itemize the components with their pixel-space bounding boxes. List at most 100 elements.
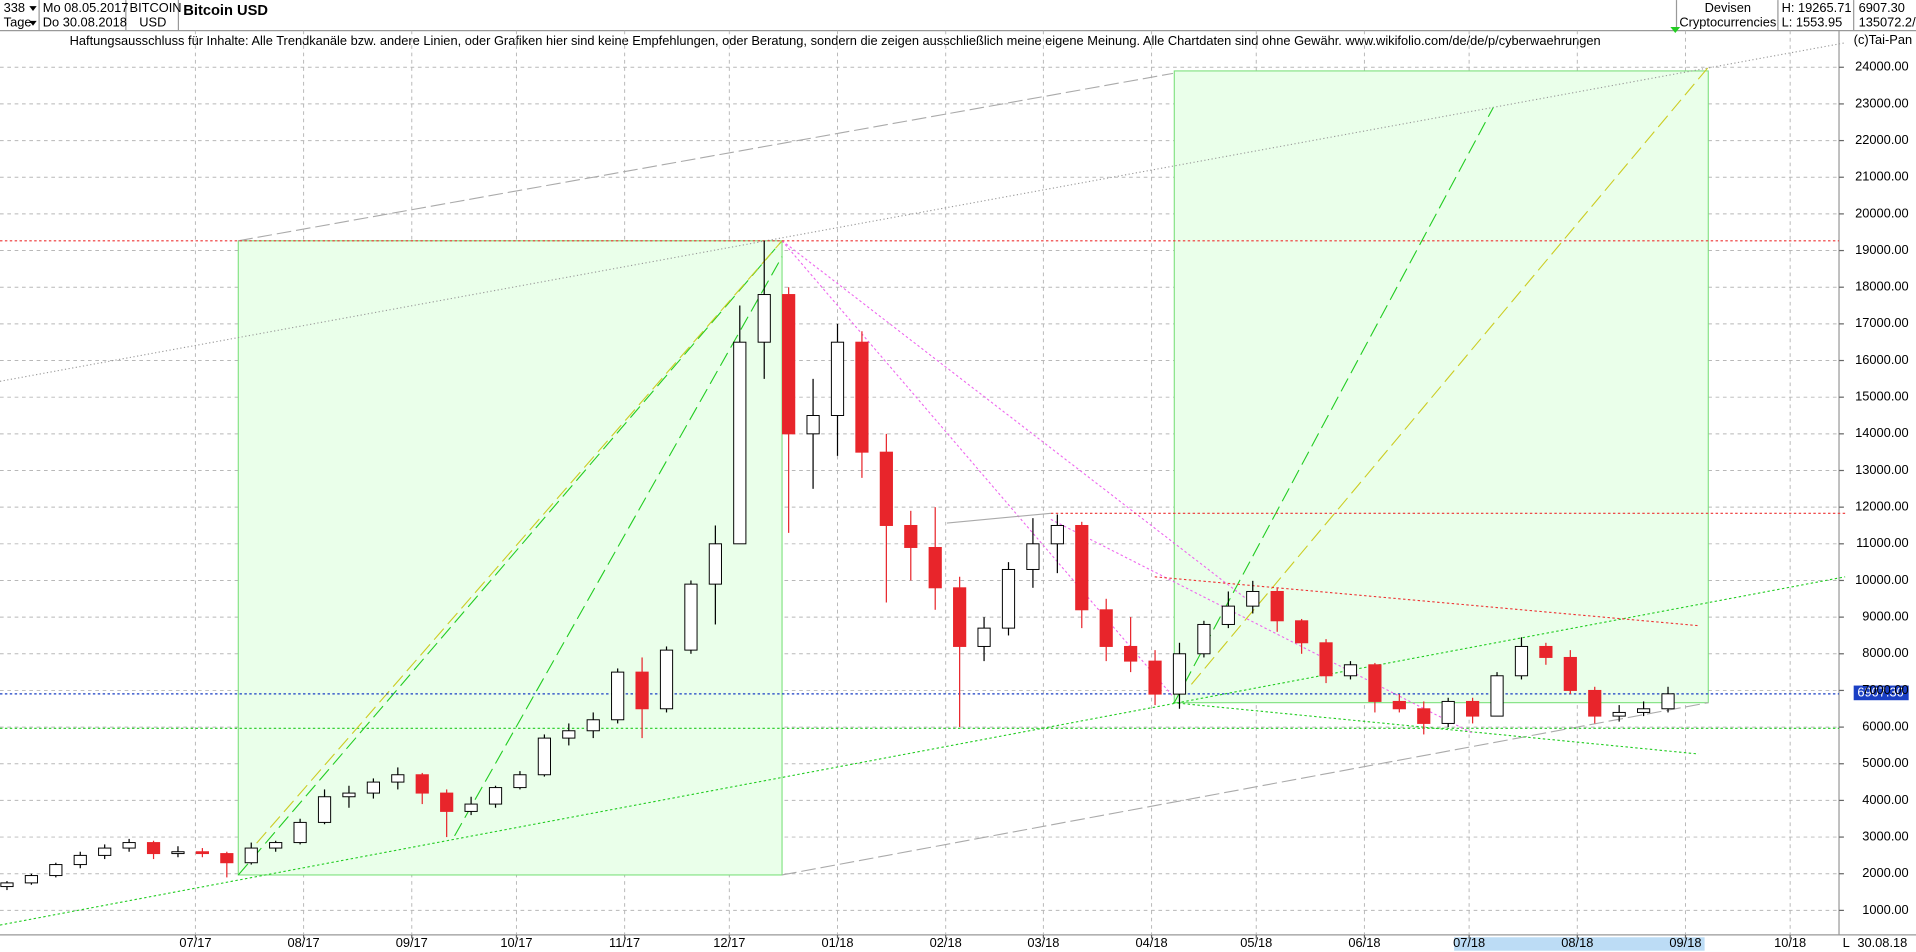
dropdown-arrow[interactable] [29, 6, 37, 12]
candle-body [440, 792, 454, 812]
from-date: Mo 08.05.2017 [43, 0, 129, 15]
candle-body [1026, 543, 1040, 570]
candle-body [562, 730, 576, 739]
candle-body [513, 774, 527, 789]
count[interactable]: 338 [4, 0, 25, 15]
candle-body [953, 587, 967, 647]
candle-body [1392, 700, 1406, 710]
to-date: Do 30.08.2018 [43, 15, 127, 30]
x-tick-label: 08/18 [1561, 935, 1593, 950]
period[interactable]: Tage [4, 15, 32, 30]
y-tick-label: 4000.00 [1862, 792, 1908, 807]
candle-body [1246, 590, 1260, 607]
candle-body [1514, 645, 1529, 677]
candle-body [1637, 708, 1651, 713]
candle-body [757, 294, 771, 343]
candle-body [806, 415, 820, 435]
candle-body [1368, 664, 1382, 702]
y-tick-label: 3000.00 [1862, 828, 1908, 843]
group: Devisen [1705, 0, 1751, 15]
candle-body [830, 341, 845, 416]
candle-body [415, 774, 429, 794]
x-tick-label: 09/18 [1669, 935, 1701, 950]
marker [1670, 26, 1681, 34]
candle-body [49, 864, 63, 877]
candle-body [1221, 605, 1235, 625]
candle-body [195, 851, 209, 855]
last-price-box [1853, 685, 1909, 701]
candle-body [122, 842, 136, 849]
x-tick-label: 02/18 [930, 935, 962, 950]
currency: USD [139, 15, 166, 30]
candle-body [1661, 693, 1675, 710]
candle-body [782, 294, 796, 435]
candle-body [146, 842, 161, 855]
low: L: 1553.95 [1782, 15, 1843, 30]
y-tick-label: 14000.00 [1855, 425, 1909, 440]
fan-line [237, 240, 783, 876]
y-tick-label: 13000.00 [1855, 462, 1909, 477]
y-tick-label: 20000.00 [1855, 205, 1909, 220]
y-tick-label: 11000.00 [1856, 535, 1909, 550]
candle-body [220, 853, 234, 864]
candle-body [586, 719, 600, 732]
last-price-label: 6907.30 [1857, 684, 1903, 699]
candle-body [1148, 660, 1162, 695]
x-tick-label: 11/17 [609, 935, 640, 950]
copyright: (c)Tai-Pan [1854, 32, 1912, 47]
trendline [238, 72, 1174, 242]
x-tick-label: 03/18 [1027, 935, 1059, 950]
y-tick-label: 5000.00 [1862, 755, 1908, 770]
candle-body [537, 737, 551, 776]
x-tick-label: 06/18 [1348, 935, 1380, 950]
candle-body [366, 781, 380, 794]
y-tick-label: 12000.00 [1855, 499, 1909, 514]
candle-body [293, 821, 307, 844]
disclaimer: Haftungsausschluss für Inhalte: Alle Tre… [70, 33, 1601, 48]
y-tick-label: 8000.00 [1862, 645, 1908, 660]
y-tick-label: 22000.00 [1855, 132, 1909, 147]
candle-body [342, 792, 356, 798]
candle-body [1441, 700, 1455, 724]
fan-line [1190, 66, 1709, 685]
candle-body [635, 671, 649, 710]
candle-body [1001, 568, 1016, 629]
fan-line [454, 256, 783, 837]
candle-body [1075, 524, 1089, 611]
candle-body [904, 524, 918, 548]
y-tick-label: 23000.00 [1855, 95, 1909, 110]
candle-body [244, 847, 258, 864]
y-tick-label: 1000.00 [1862, 902, 1908, 917]
y-tick-label: 15000.00 [1855, 389, 1909, 404]
fan-line [256, 240, 783, 844]
candle-body [98, 847, 112, 856]
candles [0, 240, 1840, 891]
x-tick-label: 08/17 [288, 935, 320, 950]
candle-body [73, 854, 87, 866]
y-tick-label: 10000.00 [1855, 572, 1909, 587]
dropdown-arrow[interactable] [29, 20, 37, 26]
x-tick-label: 04/18 [1136, 935, 1168, 950]
y-tick-label: 16000.00 [1855, 352, 1909, 367]
scroll-range[interactable] [1454, 937, 1705, 951]
trendline [1050, 518, 1473, 734]
candle-body [1319, 642, 1333, 677]
scale-mode[interactable]: L [1843, 935, 1850, 950]
trendline [781, 702, 1709, 876]
x-tick-label: 07/18 [1453, 935, 1485, 950]
candle-body [1466, 700, 1480, 717]
trendline [0, 42, 1846, 382]
candle-body [1539, 645, 1553, 658]
candle-body [24, 875, 39, 884]
y-tick-label: 9000.00 [1862, 609, 1908, 624]
candle-body [488, 787, 503, 805]
candle-body [1612, 711, 1626, 717]
candle-body [1270, 590, 1284, 622]
x-tick-label: 10/17 [500, 935, 532, 950]
candle-body [1588, 689, 1602, 717]
candle-body [1563, 656, 1577, 691]
candle-body [855, 341, 869, 453]
trendline [1154, 576, 1699, 627]
